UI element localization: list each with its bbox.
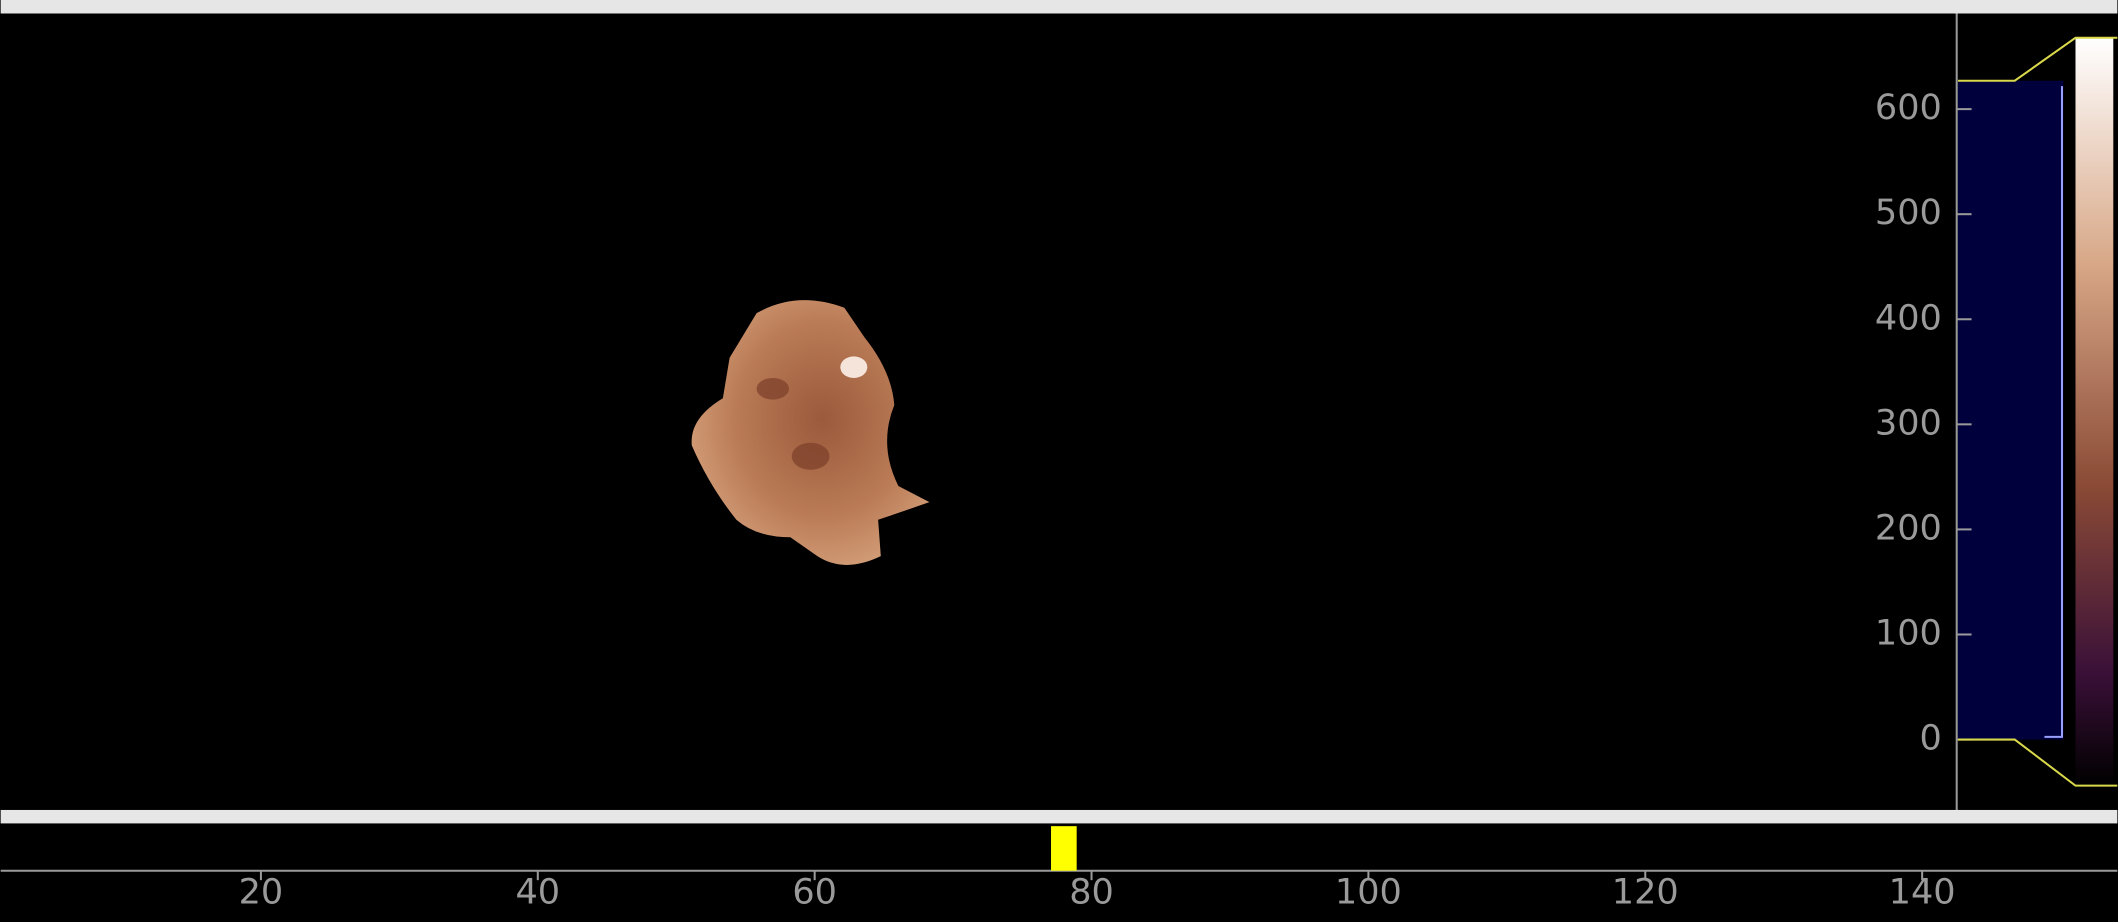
tick-label: 120 [1612,872,1679,913]
gradient-bar [2075,37,2114,786]
tick-label: 100 [1335,872,1402,913]
tick-label: 600 [1875,87,1942,128]
time-marker [1051,826,1077,871]
level-line [1958,36,2118,82]
image-detail [791,442,830,470]
tick-label: 500 [1875,192,1942,233]
level-line [1958,738,2118,787]
tick-label: 80 [1069,872,1114,913]
image-canvas [0,13,1956,810]
top-border [0,0,2118,14]
tick-label: 140 [1889,872,1956,913]
tick-label: 0 [1920,718,1942,759]
image-detail [840,356,868,378]
image-detail [756,377,790,400]
histogram-curve [2044,86,2064,738]
tick-label: 100 [1875,612,1942,653]
tick-label: 300 [1875,402,1942,443]
tick-label: 20 [239,872,284,913]
splitter [0,809,2118,824]
tick-label: 40 [515,872,560,913]
tick-label: 400 [1875,297,1942,338]
tick-label: 200 [1875,507,1942,548]
tick-label: 60 [792,872,837,913]
image-content [691,300,930,565]
histogram-fill [1958,80,2064,740]
